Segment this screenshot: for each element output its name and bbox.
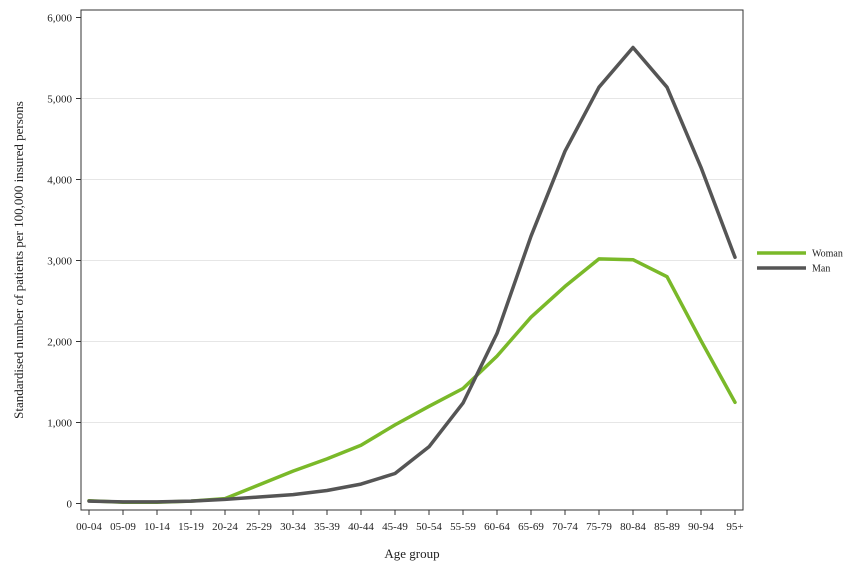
x-tick-label: 10-14 xyxy=(144,521,170,533)
x-tick-label: 40-44 xyxy=(348,521,374,533)
x-tick-label: 15-19 xyxy=(178,521,204,533)
x-tick-label: 00-04 xyxy=(76,521,102,533)
y-tick-label: 2,000 xyxy=(47,337,72,349)
series-lines xyxy=(87,45,737,505)
y-tick-label: 6,000 xyxy=(47,13,72,25)
x-tick-label: 55-59 xyxy=(450,521,476,533)
x-tick-label: 75-79 xyxy=(586,521,612,533)
y-tick-label: 0 xyxy=(67,499,73,511)
gridlines xyxy=(82,98,742,423)
legend: Woman Man xyxy=(757,249,843,275)
x-tick-label: 35-39 xyxy=(314,521,340,533)
x-axis: 00-04 05-09 10-14 15-19 20-24 25-29 30-34 35-39… xyxy=(76,510,744,533)
y-axis-title: Standardised number of patients per 100,… xyxy=(11,101,26,419)
x-tick-label: 20-24 xyxy=(212,521,238,533)
x-axis-title: Age group xyxy=(384,546,439,561)
y-axis: 0 1,000 2,000 3,000 4,000 5,000 6,000 xyxy=(47,13,81,511)
y-tick-label: 1,000 xyxy=(47,418,72,430)
legend-label-man: Man xyxy=(812,264,830,275)
x-tick-label: 60-64 xyxy=(484,521,510,533)
x-tick-label: 65-69 xyxy=(518,521,544,533)
legend-label-woman: Woman xyxy=(812,249,843,260)
x-tick-label: 70-74 xyxy=(552,521,578,533)
y-tick-label: 3,000 xyxy=(47,256,72,268)
x-tick-label: 90-94 xyxy=(688,521,714,533)
x-tick-label: 30-34 xyxy=(280,521,306,533)
series-line-man xyxy=(87,45,737,504)
x-tick-label: 50-54 xyxy=(416,521,442,533)
x-tick-label: 80-84 xyxy=(620,521,646,533)
x-tick-label: 05-09 xyxy=(110,521,136,533)
y-tick-label: 5,000 xyxy=(47,94,72,106)
x-tick-label: 45-49 xyxy=(382,521,408,533)
x-tick-label: 25-29 xyxy=(246,521,272,533)
x-tick-label: 95+ xyxy=(726,521,743,533)
y-tick-label: 4,000 xyxy=(47,175,72,187)
x-tick-label: 85-89 xyxy=(654,521,680,533)
